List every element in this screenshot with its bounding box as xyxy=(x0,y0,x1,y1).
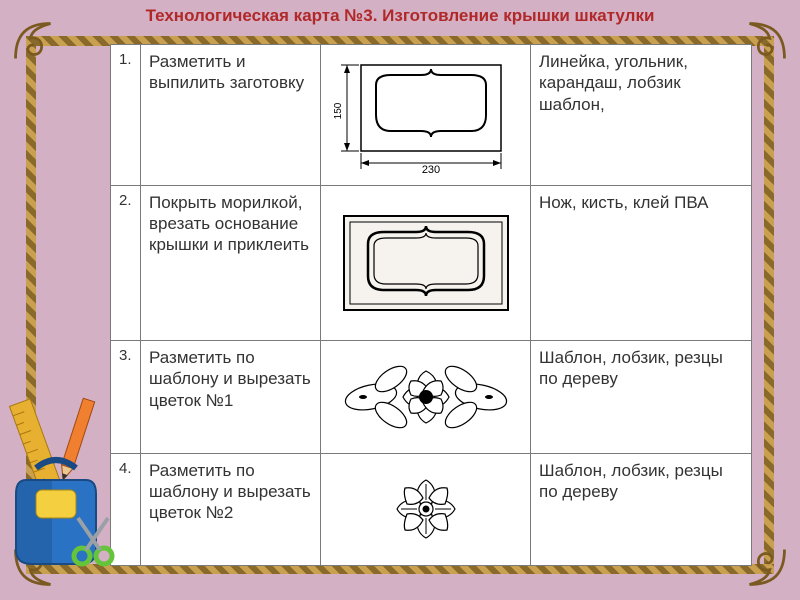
cell-num: 1. xyxy=(111,45,141,186)
flower-small-icon xyxy=(391,474,461,544)
flower-large-icon xyxy=(341,357,511,437)
dim-width: 230 xyxy=(421,164,439,175)
cell-operation: Разметить по шаблону и вырезать цветок №… xyxy=(141,341,321,453)
blank-dimensioned-icon: 230 150 xyxy=(331,55,521,175)
cell-num: 3. xyxy=(111,341,141,453)
table-row: 2. Покрыть морилкой, врезать основание к… xyxy=(111,185,752,340)
cell-operation: Разметить и выпилить заготовку xyxy=(141,45,321,186)
cell-sketch: 230 150 xyxy=(321,45,531,186)
cell-sketch xyxy=(321,453,531,565)
cell-tools: Шаблон, лобзик, резцы по дереву xyxy=(531,341,752,453)
slide: Технологическая карта №3. Изготовление к… xyxy=(0,0,800,600)
cell-tools: Линейка, угольник, карандаш, лобзик шабл… xyxy=(531,45,752,186)
corner-ornament-icon xyxy=(10,544,56,590)
cell-operation: Разметить по шаблону и вырезать цветок №… xyxy=(141,453,321,565)
tools-clipart-icon xyxy=(6,390,126,570)
title-text: Технологическая карта №3. Изготовление к… xyxy=(146,6,655,25)
cell-sketch xyxy=(321,341,531,453)
panel-double-outline-icon xyxy=(336,208,516,318)
dim-height: 150 xyxy=(333,102,344,119)
cell-tools: Шаблон, лобзик, резцы по дереву xyxy=(531,453,752,565)
table-row: 3. Разметить по шаблону и вырезать цвето… xyxy=(111,341,752,453)
cell-num: 2. xyxy=(111,185,141,340)
tech-card-table: 1. Разметить и выпилить заготовку xyxy=(110,44,752,566)
cell-sketch xyxy=(321,185,531,340)
cell-num: 4. xyxy=(111,453,141,565)
page-title: Технологическая карта №3. Изготовление к… xyxy=(0,6,800,26)
table-row: 4. Разметить по шаблону и вырезать цвето… xyxy=(111,453,752,565)
table-row: 1. Разметить и выпилить заготовку xyxy=(111,45,752,186)
cell-tools: Нож, кисть, клей ПВА xyxy=(531,185,752,340)
cell-operation: Покрыть морилкой, врезать основание крыш… xyxy=(141,185,321,340)
table-container: 1. Разметить и выпилить заготовку xyxy=(110,44,752,566)
